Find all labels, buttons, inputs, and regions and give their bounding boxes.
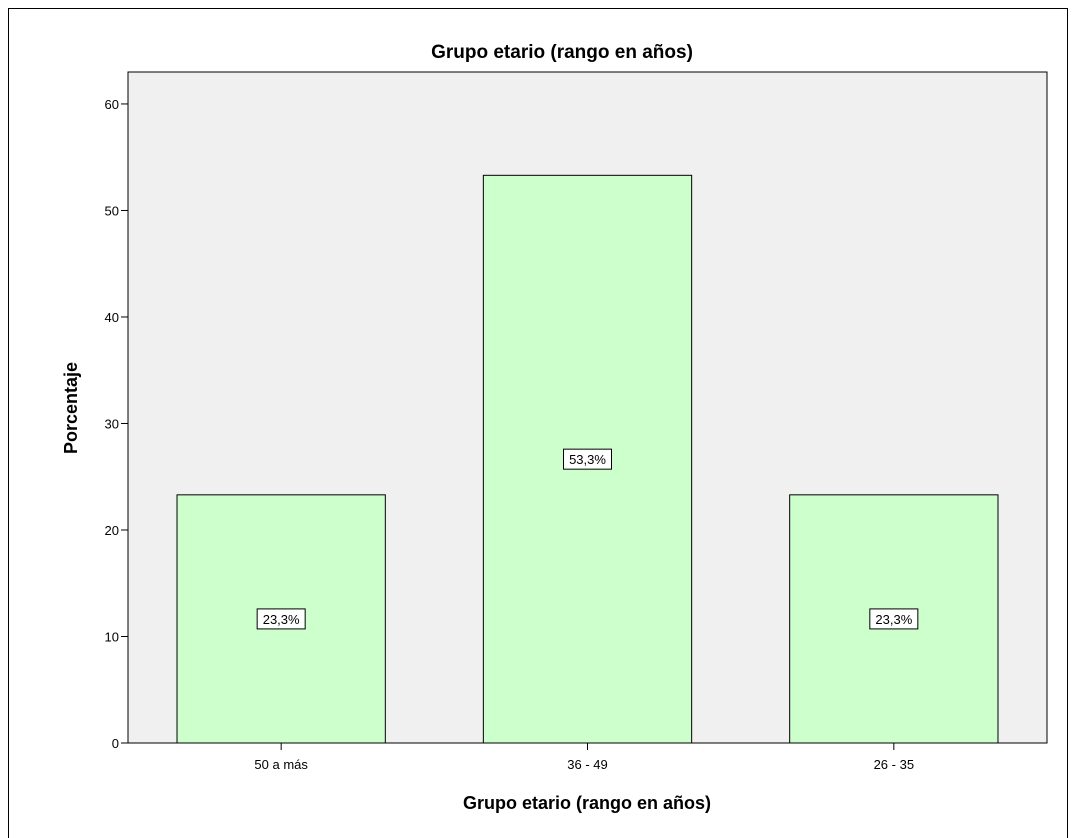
y-axis-title: Porcentaje (61, 362, 81, 454)
y-tick-label: 0 (112, 736, 119, 751)
y-axis: 0 10 20 30 40 50 60 (105, 97, 128, 751)
x-tick-label: 50 a más (254, 757, 308, 772)
data-label: 53,3% (569, 452, 606, 467)
y-tick-label: 10 (105, 629, 119, 644)
x-axis-title: Grupo etario (rango en años) (463, 793, 711, 813)
y-tick-label: 30 (105, 416, 119, 431)
y-tick-label: 20 (105, 523, 119, 538)
chart-frame (8, 8, 1068, 838)
x-axis: 50 a más 36 - 49 26 - 35 (254, 743, 914, 772)
data-label-box (563, 448, 612, 470)
y-tick-label: 50 (105, 203, 119, 218)
data-label: 23,3% (875, 612, 912, 627)
y-tick-label: 40 (105, 310, 119, 325)
bars-group: 23,3% 53,3% 23,3% (176, 174, 999, 744)
data-label-box (869, 608, 919, 630)
data-label-box (256, 608, 306, 630)
data-label: 23,3% (263, 612, 300, 627)
x-tick-label: 26 - 35 (874, 757, 914, 772)
x-tick-label: 36 - 49 (567, 757, 607, 772)
y-tick-label: 60 (105, 97, 119, 112)
chart-title: Grupo etario (rango en años) (431, 42, 693, 63)
